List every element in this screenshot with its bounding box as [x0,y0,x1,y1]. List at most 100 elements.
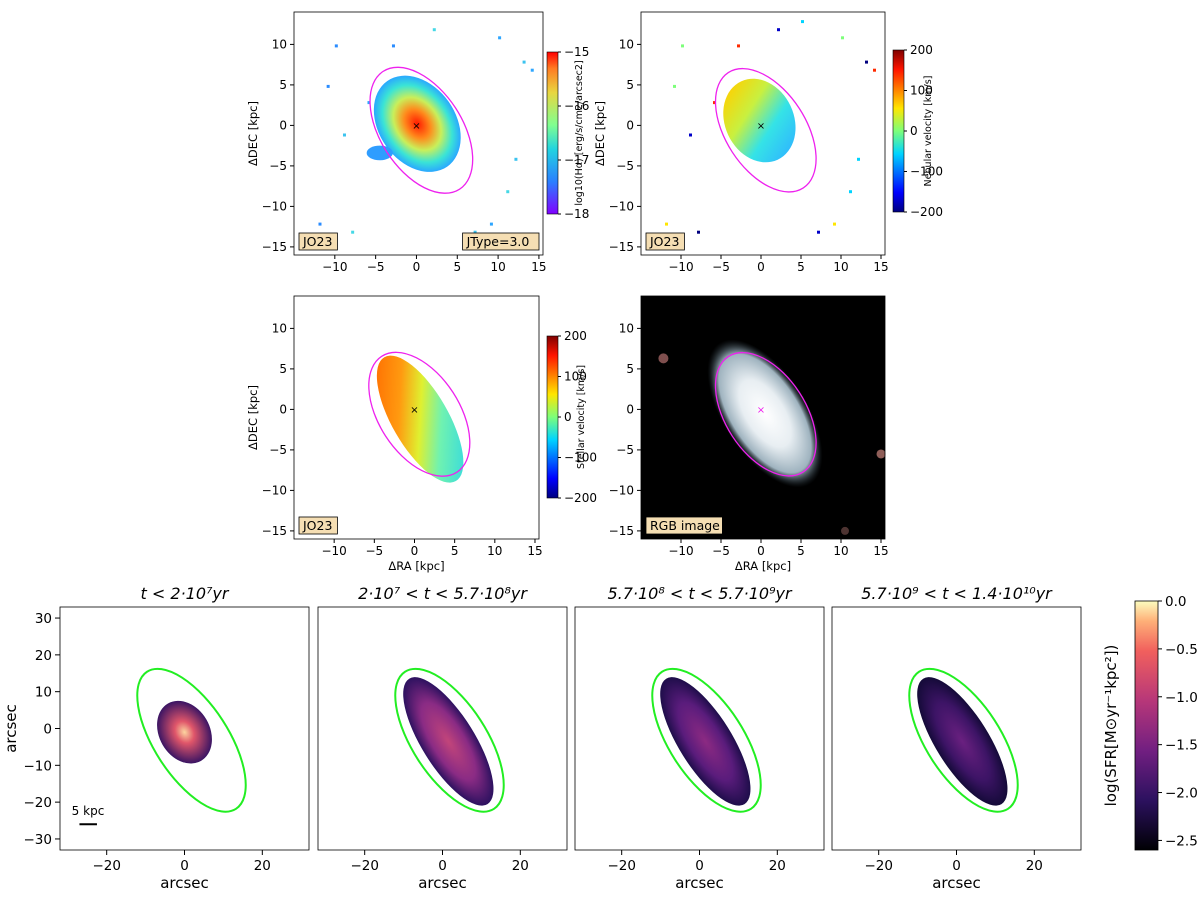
colorbar-tick-label: −1.0 [1165,690,1198,706]
contour-line [651,667,762,813]
colorbar-tick-label: −16 [564,99,589,113]
noise-pixel [873,68,876,72]
noise-pixel [334,44,338,48]
colorbar-tick-label: 100 [910,84,933,98]
tag-label: JO23 [302,518,332,533]
colorbar-tick-label: −200 [564,491,597,505]
y-tick-label: 0 [279,118,287,132]
colorbar-tick-label: −200 [910,205,943,219]
noise-pixel [673,84,676,88]
y-tick-label: −10 [609,483,634,497]
contour-line [368,351,471,477]
x-tick-label: 5 [453,260,461,274]
panel-rgb: × −10 −5 0 5 10 15 −15 −10 −5 0 5 10 ΔRA [kpc] RGB ima… [609,295,889,573]
y-tick-label: −15 [262,524,287,538]
nebular-velocity-field [723,78,796,163]
noise-pixel [326,84,330,88]
contour-line [136,667,247,813]
sfh-panel-2: 2·10⁷ < t < 5.7·10⁸yr −20 0 20 arcsec [317,584,568,892]
noise-pixel [522,60,526,64]
colorbar-tick-label: 0.0 [1165,594,1186,610]
colorbar-label: log(SFR[M⊙yr⁻¹kpc²]) [1102,645,1120,807]
panel-title: t < 2·10⁷yr [141,584,230,603]
colorbar-tick-label: 0 [910,124,918,138]
colorbar-tick-label: 0 [564,410,572,424]
noise-pixel [689,133,692,137]
x-tick-label: 5 [797,260,805,274]
tag-box [645,516,723,535]
noise-pixel [367,101,371,105]
y-tick-label: −20 [24,795,53,811]
y-tick-label: 20 [35,648,52,664]
x-tick-label: 0 [952,858,961,874]
x-tick-label: 20 [512,858,529,874]
y-tick-label: 10 [619,321,634,335]
plot-frame [293,11,544,256]
noise-pixel [514,157,518,161]
noise-pixel [391,44,395,48]
center-marker: × [412,121,420,132]
galaxy-disk [707,339,823,488]
colorbar-tick-label: −17 [564,153,589,167]
colorbar-label: Nebular velocity [km/s] [923,76,934,187]
x-tick-label: −10 [668,544,693,558]
panel-halpha: × −10 −5 0 5 10 15 −15 −10 −5 0 5 10 ΔDEC [kpc] JO23 JT… [246,11,589,274]
sfh-panel-1: t < 2·10⁷yr −20 0 20 arcsec −30 −20 −10 0 10 20 30 a… [2,584,310,892]
noise-pixel [530,68,534,72]
y-axis-label: arcsec [2,704,20,753]
sfr-map [403,677,494,806]
noise-pixel [665,222,668,226]
x-tick-label: 0 [180,858,189,874]
y-axis-label: ΔDEC [kpc] [246,385,260,450]
halpha-clump [366,145,393,161]
center-marker: × [410,405,418,416]
noise-pixel [342,133,346,137]
noise-pixel [833,222,836,226]
contour-line [908,667,1019,813]
tag-box [645,232,685,251]
y-tick-label: −15 [609,524,634,538]
y-tick-label: −10 [262,199,287,213]
noise-pixel [473,230,477,234]
noise-pixel [489,222,493,226]
plot-frame [640,11,886,256]
x-tick-label: −5 [712,260,730,274]
tag-box [462,232,540,251]
noise-pixel [498,36,502,40]
tag-label: JO23 [649,234,679,249]
colorbar-tick-label: 200 [564,329,587,343]
colorbar-tick-label: 100 [564,370,587,384]
x-tick-label: 10 [490,260,505,274]
x-tick-label: 0 [695,858,704,874]
contour-line [369,66,474,194]
y-tick-label: 5 [626,362,634,376]
sfr-map [660,677,751,806]
x-axis-label: arcsec [160,874,209,892]
noise-pixel [681,44,684,48]
x-tick-label: 10 [833,260,848,274]
panel-title: 5.7·10⁸ < t < 5.7·10⁹yr [607,584,793,603]
y-axis-label: ΔDEC [kpc] [246,101,260,166]
x-tick-label: −20 [350,858,379,874]
colorbar-tick-label: −2.0 [1165,786,1198,802]
colorbar-tick-label: −100 [564,451,597,465]
y-tick-label: 0 [626,118,634,132]
colorbar-tick-label: −15 [564,45,589,59]
x-tick-label: 0 [757,544,765,558]
contour-line [394,667,505,813]
noise-pixel [801,20,804,24]
x-tick-label: −10 [322,260,347,274]
x-tick-label: −10 [321,544,346,558]
x-tick-label: −20 [607,858,636,874]
colorbar-tick-label: −2.5 [1165,833,1198,849]
x-tick-label: −20 [92,858,121,874]
sfh-panel-3: 5.7·10⁸ < t < 5.7·10⁹yr −20 0 20 arcsec [574,584,825,892]
y-tick-label: −5 [269,443,287,457]
noise-pixel [817,230,820,234]
x-axis-label: ΔRA [kpc] [388,559,444,573]
noise-pixel [857,157,860,161]
noise-pixel [841,36,844,40]
center-marker: × [757,121,765,132]
noise-pixel [737,44,740,48]
